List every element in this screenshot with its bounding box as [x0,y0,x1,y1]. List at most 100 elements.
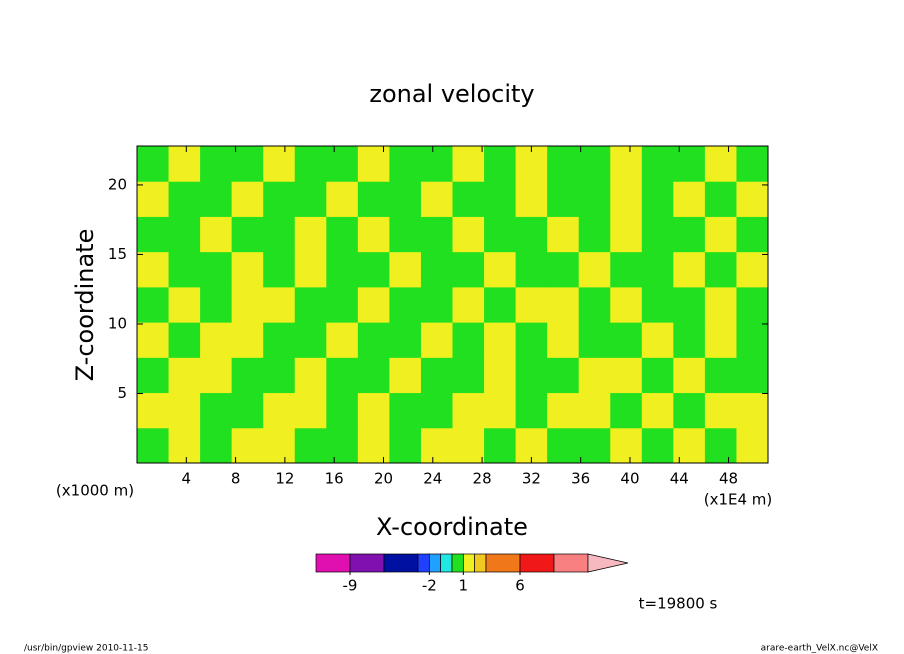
plot-frame [136,145,769,464]
contour-cell [137,322,170,358]
contour-cell [263,251,296,288]
contour-cell [200,251,233,288]
contour-cell [610,392,643,429]
y-units: (x1000 m) [56,482,134,500]
contour-cell [673,181,706,217]
contour-cell [389,357,422,394]
contour-cell [420,251,453,288]
contour-cell [547,427,580,464]
contour-cell [263,357,296,394]
contour-cell [357,427,390,464]
colorbar-extension [587,553,629,573]
contour-cell [704,216,737,253]
y-tick-label: 10 [108,314,127,332]
contour-cell [484,357,517,394]
contour-cell [673,146,706,182]
contour-cell [610,146,643,182]
x-tick-label: 20 [374,470,393,488]
contour-cell [641,322,674,358]
contour-cell [452,251,485,288]
contour-cell [168,322,201,358]
contour-cell [357,181,390,217]
contour-cell [168,146,201,182]
contour-cell [389,181,422,217]
colorbar-box [440,553,453,573]
colorbar-box [383,553,419,573]
contour-cell [263,286,296,323]
contour-cell [137,216,170,253]
contour-cell [610,286,643,323]
x-tick-label: 4 [182,470,192,488]
contour-cell [326,146,359,182]
contour-cell [704,251,737,288]
contour-cell [704,357,737,394]
contour-cell [736,322,769,358]
x-tick-label: 48 [719,470,738,488]
contour-cell [673,322,706,358]
contour-cell [736,146,769,182]
colorbar-box [428,553,442,573]
contour-cell [641,427,674,464]
contour-cell [326,392,359,429]
contour-cell [452,286,485,323]
contour-cell [357,251,390,288]
y-tick-label: 20 [108,175,127,193]
footer-right: arare-earth_VelX.nc@VelX [761,644,878,654]
contour-cell [704,286,737,323]
contour-cell [231,322,264,358]
contour-cell [515,181,548,217]
contour-cell [294,181,327,217]
contour-cell [326,322,359,358]
contour-cell [736,427,769,464]
contour-cell [231,392,264,429]
contour-cell [578,251,611,288]
contour-cell [389,286,422,323]
contour-cell [641,357,674,394]
contour-cell [578,286,611,323]
contour-cell [357,146,390,182]
contour-cell [484,286,517,323]
contour-cell [357,216,390,253]
contour-cell [420,286,453,323]
contour-cell [231,251,264,288]
contour-cell [610,357,643,394]
contour-cell [294,392,327,429]
contour-cell [704,322,737,358]
contour-cell [263,322,296,358]
contour-cell [420,322,453,358]
colorbar-box [315,553,351,573]
contour-cell [641,181,674,217]
contour-cell [420,216,453,253]
contour-cell [704,392,737,429]
contour-cell [200,427,233,464]
contour-cell [610,251,643,288]
contour-cell [200,146,233,182]
colorbar-box [462,553,476,573]
contour-cell [231,181,264,217]
colorbar-box [519,553,555,573]
contour-cell [704,181,737,217]
x-tick-label: 8 [231,470,241,488]
contour-cell [547,216,580,253]
contour-cell [420,181,453,217]
contour-cell [578,357,611,394]
contour-cell [389,251,422,288]
contour-cell [515,392,548,429]
contour-cell [326,286,359,323]
contour-cell [326,251,359,288]
contour-cell [736,286,769,323]
contour-cell [168,181,201,217]
x-tick-label: 28 [473,470,492,488]
contour-cell [294,357,327,394]
colorbar-box [451,553,464,573]
contour-cell [357,357,390,394]
contour-cell [137,427,170,464]
contour-cell [231,357,264,394]
contour-cell [610,216,643,253]
contour-cell [200,181,233,217]
colorbar-tick-label: -2 [422,577,437,595]
colorbar-box [485,553,521,573]
contour-cell [610,181,643,217]
contour-cell [704,427,737,464]
